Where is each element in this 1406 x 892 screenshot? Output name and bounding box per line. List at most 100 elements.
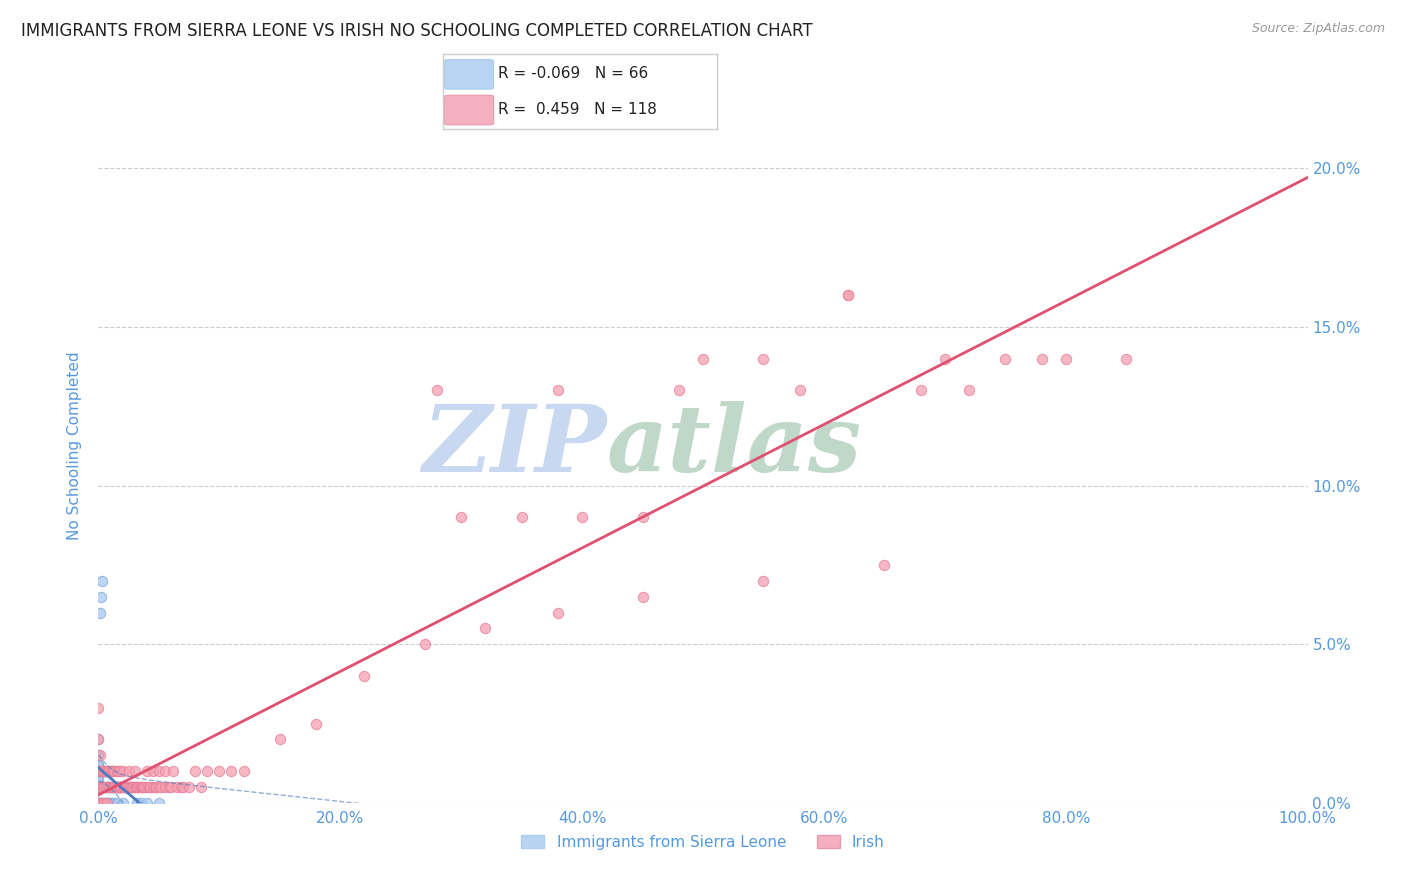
Point	[162, 764, 184, 778]
Point	[100, 780, 122, 794]
Text: R = -0.069   N = 66: R = -0.069 N = 66	[498, 67, 648, 81]
Point	[169, 780, 191, 794]
Point	[93, 764, 115, 778]
Point	[129, 796, 152, 810]
Point	[105, 780, 128, 794]
Point	[668, 384, 690, 398]
Point	[121, 780, 143, 794]
Point	[166, 780, 188, 794]
Point	[100, 764, 122, 778]
Point	[111, 796, 134, 810]
Point	[547, 384, 569, 398]
FancyBboxPatch shape	[444, 95, 494, 125]
Point	[100, 780, 122, 794]
Point	[97, 796, 120, 810]
Legend: Immigrants from Sierra Leone, Irish: Immigrants from Sierra Leone, Irish	[516, 829, 890, 855]
Point	[91, 780, 114, 794]
Point	[184, 764, 207, 778]
Point	[450, 510, 472, 524]
Point	[108, 780, 131, 794]
Point	[101, 780, 124, 794]
Text: Source: ZipAtlas.com: Source: ZipAtlas.com	[1251, 22, 1385, 36]
Point	[91, 796, 114, 810]
Point	[124, 780, 146, 794]
Point	[100, 764, 122, 778]
Point	[87, 764, 110, 778]
Point	[91, 764, 114, 778]
Point	[94, 796, 117, 810]
Point	[97, 780, 120, 794]
Point	[510, 510, 533, 524]
Point	[93, 780, 115, 794]
Point	[97, 780, 120, 794]
Point	[142, 764, 165, 778]
Point	[134, 780, 156, 794]
Point	[105, 780, 128, 794]
Point	[87, 780, 110, 794]
Point	[127, 780, 149, 794]
Point	[129, 780, 152, 794]
Point	[104, 780, 127, 794]
Point	[93, 796, 115, 810]
Point	[87, 796, 110, 810]
FancyBboxPatch shape	[444, 60, 494, 89]
Point	[353, 669, 375, 683]
Point	[93, 764, 115, 778]
Y-axis label: No Schooling Completed: No Schooling Completed	[67, 351, 83, 541]
Point	[127, 780, 149, 794]
Point	[547, 606, 569, 620]
Point	[87, 796, 110, 810]
Point	[89, 780, 111, 794]
Point	[138, 780, 160, 794]
Point	[143, 780, 166, 794]
Point	[91, 764, 114, 778]
Point	[221, 764, 243, 778]
Point	[112, 780, 135, 794]
Point	[87, 764, 110, 778]
Point	[89, 748, 111, 763]
Point	[93, 796, 115, 810]
Point	[118, 780, 141, 794]
Point	[118, 780, 141, 794]
Point	[100, 764, 122, 778]
Point	[148, 780, 170, 794]
Point	[94, 764, 117, 778]
Point	[135, 764, 157, 778]
Point	[103, 764, 125, 778]
Point	[108, 780, 131, 794]
Point	[94, 780, 117, 794]
Point	[101, 780, 124, 794]
Point	[96, 796, 118, 810]
Point	[87, 757, 110, 772]
Point	[96, 780, 118, 794]
Point	[118, 780, 141, 794]
Point	[100, 780, 122, 794]
Point	[100, 796, 122, 810]
Point	[994, 351, 1017, 366]
Point	[90, 590, 112, 604]
Point	[631, 510, 654, 524]
Point	[87, 748, 110, 763]
Point	[87, 796, 110, 810]
Point	[148, 796, 170, 810]
Point	[98, 780, 121, 794]
Point	[91, 764, 114, 778]
Point	[305, 716, 328, 731]
Point	[910, 384, 932, 398]
Point	[150, 780, 173, 794]
Point	[105, 764, 128, 778]
Text: R =  0.459   N = 118: R = 0.459 N = 118	[498, 102, 657, 117]
Point	[97, 764, 120, 778]
Point	[90, 780, 112, 794]
Point	[232, 764, 254, 778]
Point	[87, 748, 110, 763]
Text: IMMIGRANTS FROM SIERRA LEONE VS IRISH NO SCHOOLING COMPLETED CORRELATION CHART: IMMIGRANTS FROM SIERRA LEONE VS IRISH NO…	[21, 22, 813, 40]
Point	[90, 780, 112, 794]
Point	[474, 621, 496, 635]
Point	[87, 764, 110, 778]
Point	[131, 780, 153, 794]
Point	[103, 780, 125, 794]
Point	[153, 764, 176, 778]
Point	[631, 590, 654, 604]
Point	[195, 764, 218, 778]
